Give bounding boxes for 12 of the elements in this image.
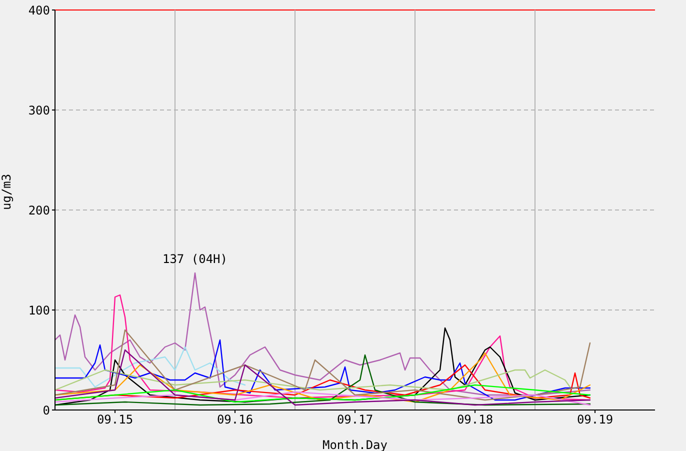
x-tick-label: 09.18 xyxy=(456,412,494,427)
annotation: 137 (04H) xyxy=(162,252,228,266)
y-tick-label: 200 xyxy=(28,203,50,218)
y-tick-label: 400 xyxy=(28,3,50,18)
x-tick-label: 09.16 xyxy=(216,412,254,427)
x-tick-label: 09.19 xyxy=(576,412,614,427)
y-tick-label: 100 xyxy=(28,303,50,318)
x-tick-label: 09.15 xyxy=(96,412,134,427)
y-axis-title: ug/m3 xyxy=(0,174,14,210)
y-tick-label: 300 xyxy=(28,103,50,118)
y-tick-label: 0 xyxy=(42,403,50,418)
x-tick-label: 09.17 xyxy=(336,412,374,427)
